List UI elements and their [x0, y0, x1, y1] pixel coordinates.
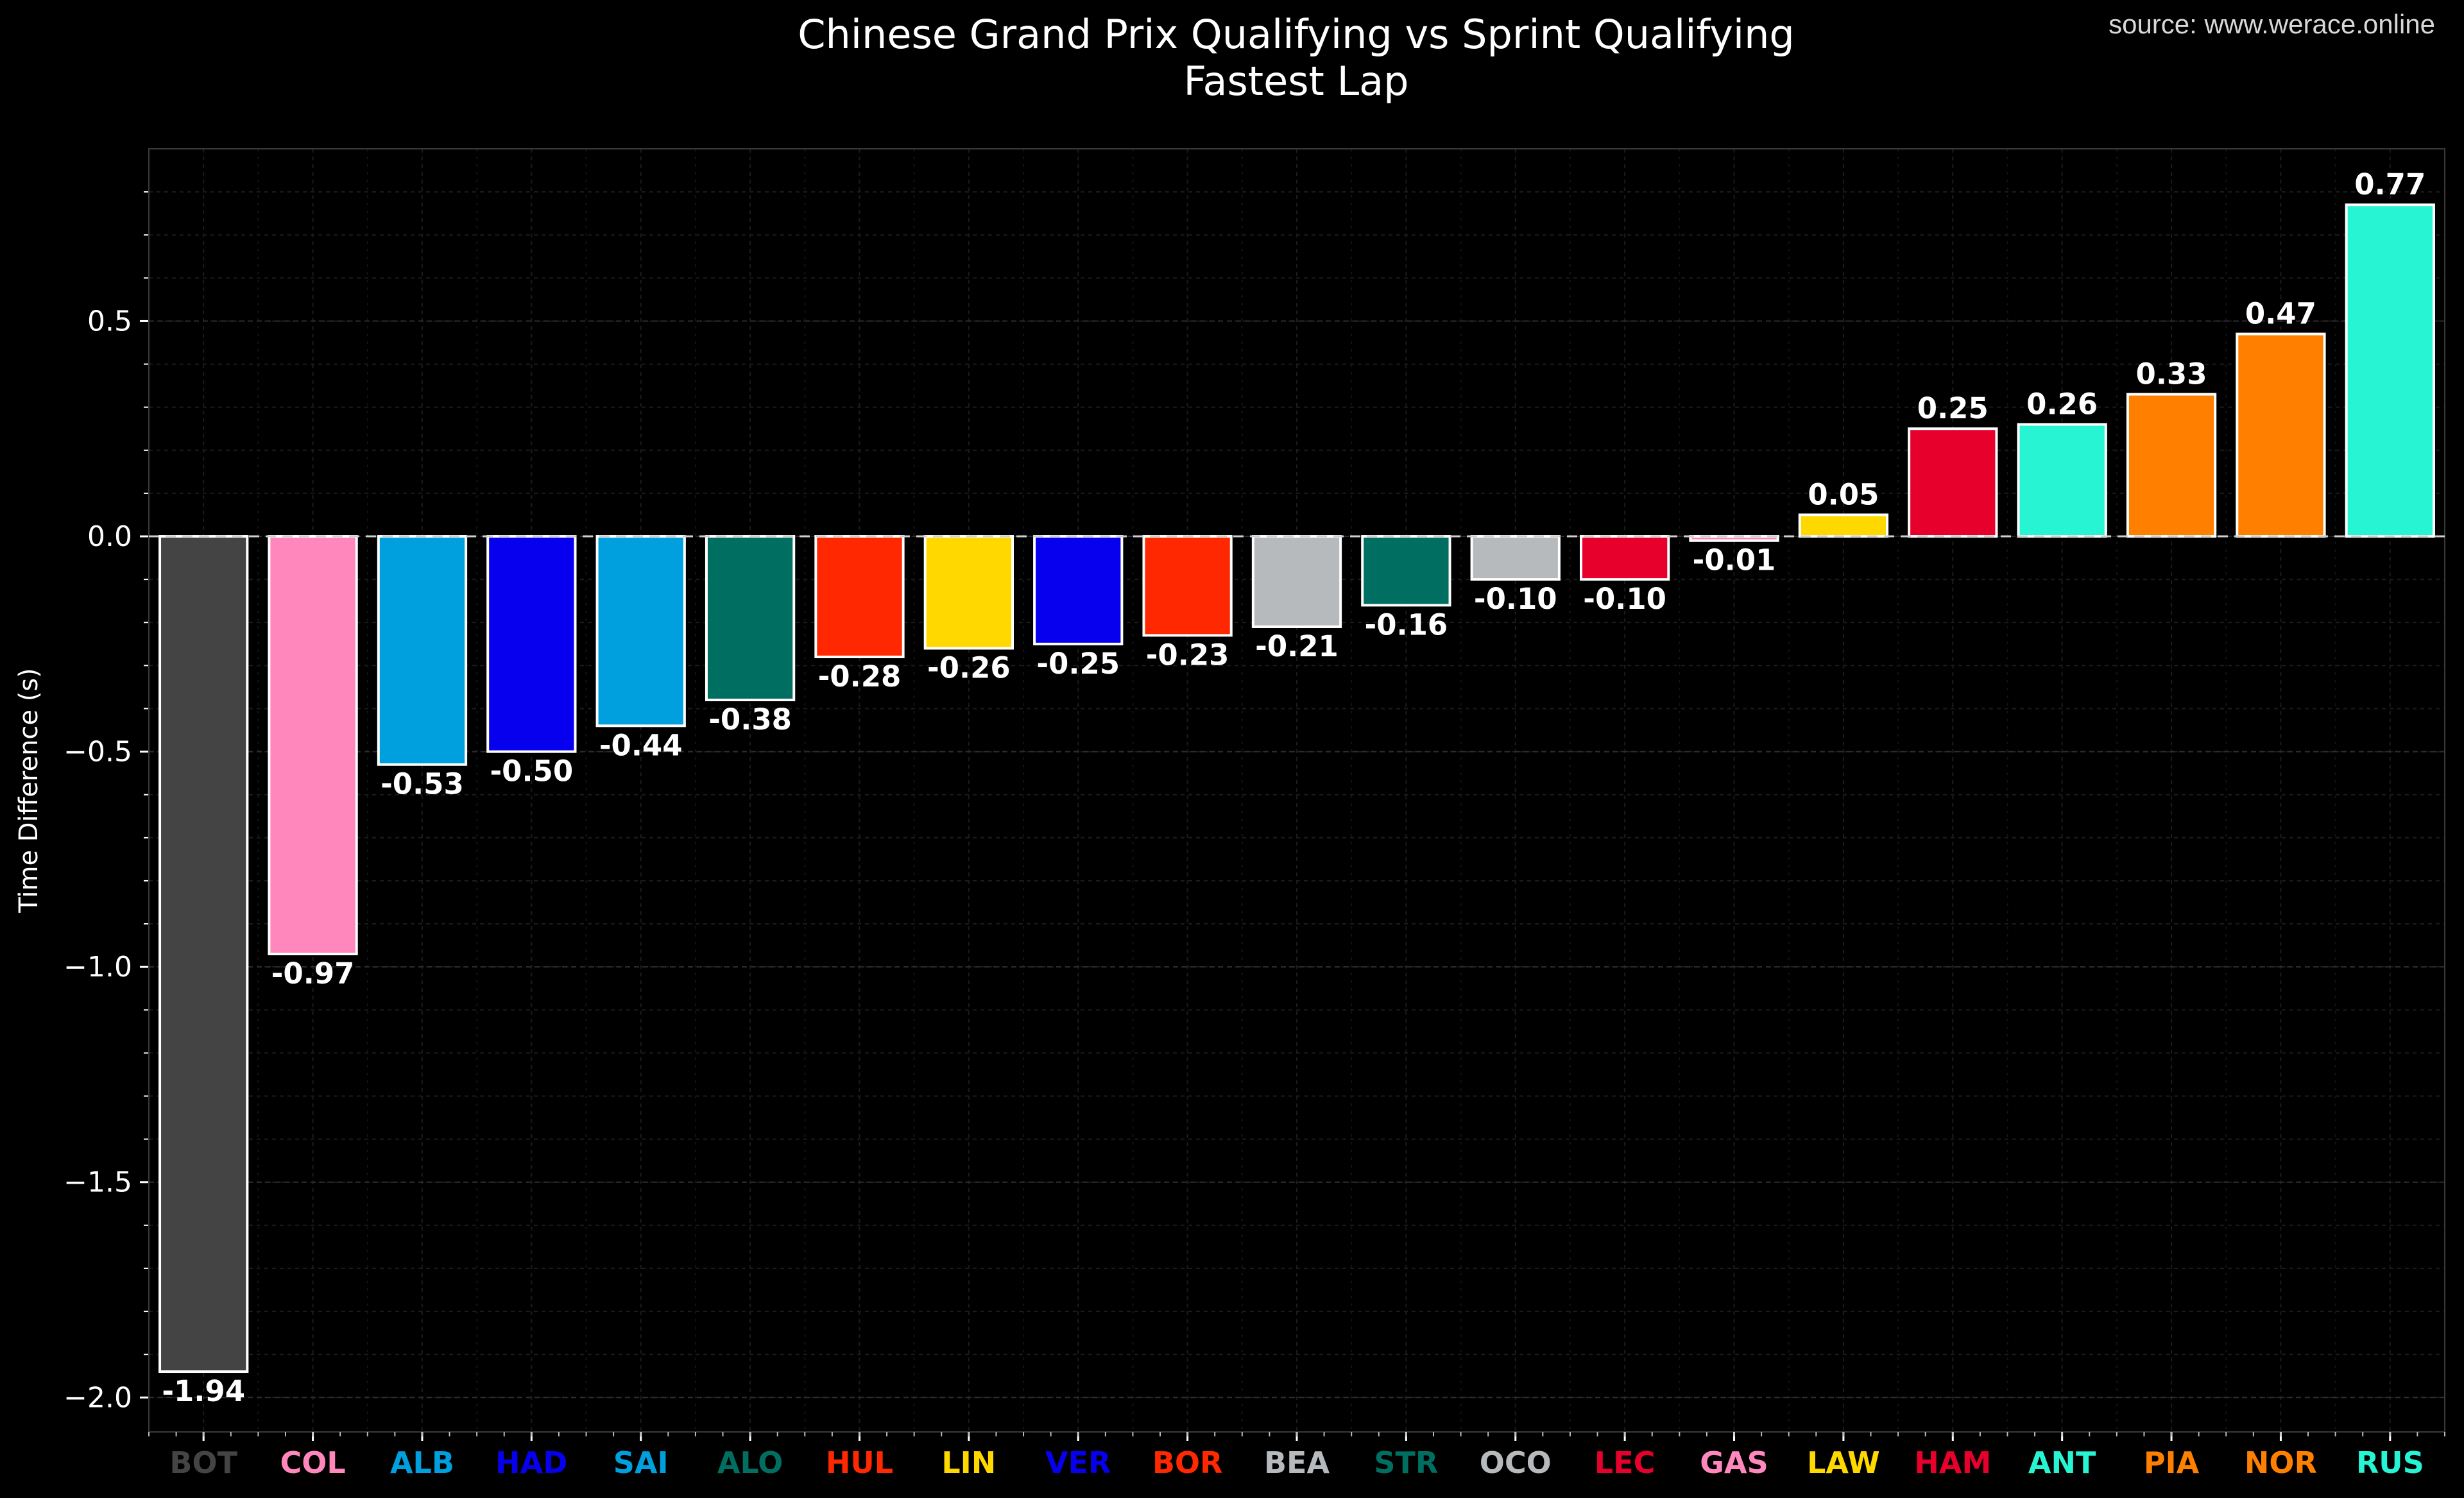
value-label: -1.94: [162, 1374, 245, 1408]
x-tick-label: HUL: [826, 1445, 893, 1480]
x-tick-label: VER: [1045, 1445, 1111, 1480]
x-tick-label: COL: [280, 1445, 345, 1480]
value-label: -0.26: [927, 651, 1011, 685]
value-label: -0.28: [818, 660, 902, 694]
value-label: -0.10: [1583, 582, 1666, 616]
value-label: -0.21: [1255, 629, 1339, 663]
value-label: -0.53: [381, 767, 464, 801]
grid-lines: [149, 149, 2445, 1432]
x-tick-label: HAD: [495, 1445, 567, 1480]
data-labels: -1.94 -0.97 -0.53 -0.50 -0.44 -0.38 -0.28 -0.26…: [149, 167, 2445, 1408]
y-axis-label: Time Difference (s): [14, 668, 44, 914]
value-label: -0.10: [1474, 582, 1557, 616]
bar-col: [268, 535, 358, 956]
value-label: 0.47: [2245, 297, 2316, 331]
x-tick-label: BEA: [1264, 1445, 1330, 1480]
x-tick-label: LAW: [1807, 1445, 1880, 1480]
x-tick-label: PIA: [2144, 1445, 2200, 1480]
bar-alb: [377, 535, 468, 766]
chart-subtitle: Fastest Lap: [1184, 58, 1409, 105]
x-tick-label: OCO: [1480, 1445, 1552, 1480]
y-tick-label: −1.5: [64, 1166, 132, 1199]
source-note: source: www.werace.online: [2109, 9, 2435, 39]
bar-rus: [2345, 203, 2435, 538]
bar-ant: [2017, 423, 2107, 538]
bar-bea: [1251, 535, 1342, 628]
x-tick-label: GAS: [1700, 1445, 1768, 1480]
value-label: 0.05: [1808, 477, 1879, 511]
value-label: -0.50: [490, 754, 573, 788]
y-tick-label: −1.0: [64, 951, 132, 983]
bar-lin: [923, 535, 1014, 650]
x-tick-label: HAM: [1914, 1445, 1991, 1480]
value-label: 0.25: [1917, 391, 1989, 425]
bars: [158, 203, 2435, 1374]
y-tick-label: −2.0: [64, 1381, 132, 1414]
bar-bot: [158, 535, 249, 1374]
x-tick-label: SAI: [613, 1445, 669, 1480]
bar-lec: [1579, 535, 1670, 581]
value-label: -0.25: [1036, 647, 1120, 681]
x-tick-label: BOR: [1152, 1445, 1223, 1480]
bar-pia: [2126, 393, 2217, 538]
bar-alo: [705, 535, 796, 702]
axes: 0.5 0.0 −0.5 −1.0 −1.5 −2.0 BOT COL ALB HAD SAI ALO…: [64, 148, 2445, 1480]
x-tick-label: BOT: [169, 1445, 237, 1480]
bar-law: [1798, 513, 1889, 538]
bar-sai: [595, 535, 686, 728]
value-label: 0.26: [2026, 387, 2098, 421]
value-label: -0.97: [271, 957, 355, 991]
bar-oco: [1470, 535, 1561, 581]
value-label: -0.23: [1146, 638, 1229, 672]
y-tick-label: 0.0: [87, 520, 132, 553]
value-label: -0.01: [1693, 543, 1776, 577]
x-tick-label: ANT: [2028, 1445, 2096, 1480]
x-tick-label: LEC: [1595, 1445, 1656, 1480]
x-tick-label: NOR: [2245, 1445, 2317, 1480]
bar-str: [1361, 535, 1451, 607]
value-label: 0.33: [2136, 357, 2207, 391]
value-label: 0.77: [2354, 167, 2426, 201]
bar-ver: [1033, 535, 1124, 645]
bar-nor: [2236, 332, 2326, 538]
x-tick-label: ALB: [390, 1445, 454, 1480]
y-tick-label: −0.5: [64, 736, 132, 769]
x-tick-label: RUS: [2356, 1445, 2424, 1480]
bar-hul: [814, 535, 905, 658]
bar-had: [486, 535, 577, 753]
chart-title: Chinese Grand Prix Qualifying vs Sprint …: [798, 11, 1795, 58]
x-tick-label: LIN: [941, 1445, 996, 1480]
x-tick-label: ALO: [717, 1445, 783, 1480]
bar-ham: [1908, 427, 1998, 538]
value-label: -0.44: [599, 728, 683, 762]
value-label: -0.38: [708, 702, 792, 736]
x-tick-label: STR: [1374, 1445, 1438, 1480]
y-tick-label: 0.5: [87, 305, 132, 337]
bar-bor: [1142, 535, 1233, 637]
value-label: -0.16: [1365, 608, 1448, 642]
